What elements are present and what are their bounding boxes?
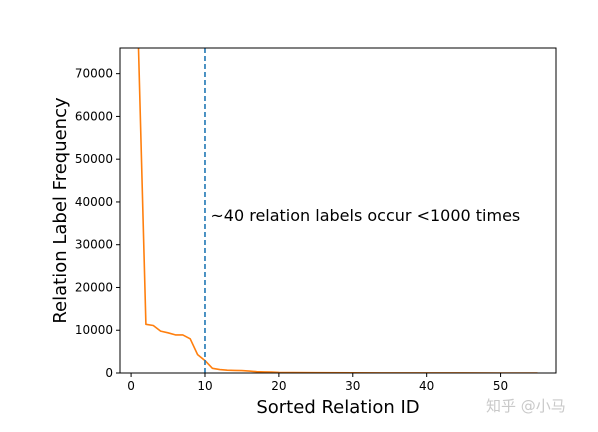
x-tick-label: 0 xyxy=(127,379,135,393)
y-tick-label: 0 xyxy=(105,366,113,380)
y-tick-label: 40000 xyxy=(75,195,113,209)
ticks-layer: 0 10 20 30 40 50 0 10000 20000 30000 40000 50000 600… xyxy=(75,67,508,393)
y-tick-label: 30000 xyxy=(75,238,113,252)
y-tick-label: 20000 xyxy=(75,280,113,294)
watermark: 知乎 @小马 xyxy=(486,397,566,415)
x-tick-label: 40 xyxy=(419,379,434,393)
y-tick-label: 50000 xyxy=(75,152,113,166)
y-tick-label: 10000 xyxy=(75,323,113,337)
plot-frame xyxy=(119,47,557,374)
x-axis-label: Sorted Relation ID xyxy=(256,397,419,418)
x-tick-label: 30 xyxy=(345,379,360,393)
x-tick-label: 20 xyxy=(271,379,286,393)
y-axis-label: Relation Label Frequency xyxy=(50,97,71,324)
annotation-text: ~40 relation labels occur <1000 times xyxy=(210,206,520,225)
x-tick-label: 10 xyxy=(197,379,212,393)
y-tick-label: 70000 xyxy=(75,67,113,81)
y-tick-label: 60000 xyxy=(75,109,113,123)
x-tick-label: 50 xyxy=(493,379,508,393)
